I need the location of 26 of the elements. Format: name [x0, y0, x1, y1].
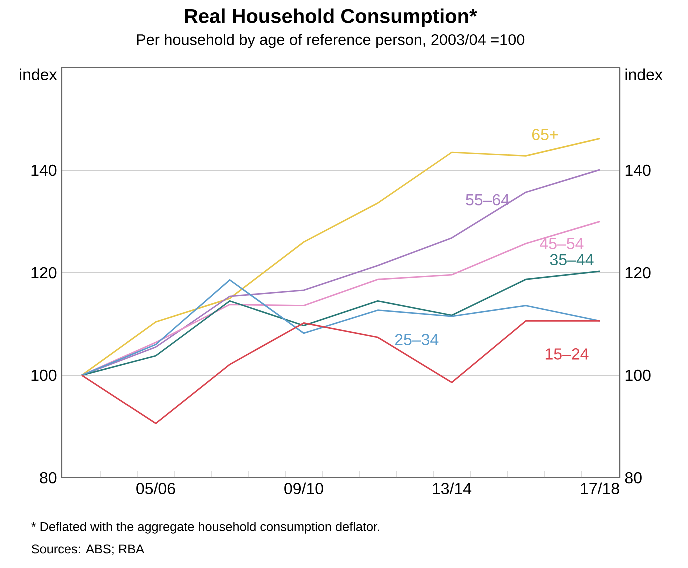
x-tick-label: 13/14	[433, 482, 472, 494]
y2-tick-label: 100	[626, 370, 651, 382]
y-tick-label: 80	[40, 472, 57, 484]
source-note: Sources: ABS; RBA	[32, 544, 144, 556]
x-tick-label: 09/10	[284, 482, 324, 494]
y2-axis-title: index	[626, 68, 663, 80]
chart-subtitle: Per household by age of reference person, 2003/04 =100	[137, 34, 525, 48]
x-tick-label: 05/06	[136, 482, 176, 494]
y-tick-label: 100	[32, 370, 57, 382]
series-label: 15–24	[546, 348, 589, 360]
series-label: 45–54	[540, 238, 584, 250]
y-tick-label: 120	[32, 267, 57, 279]
series-label: 55–64	[466, 194, 510, 206]
text: * Deflated with the aggregate household consumption deflator.	[32, 522, 380, 534]
series-label: 35–44	[550, 254, 594, 266]
x-tick-label: 17/18	[581, 482, 620, 494]
y2-tick-label: 80	[625, 472, 642, 484]
y2-tick-label: 140	[626, 164, 651, 176]
line-series	[81, 320, 601, 424]
line-series	[81, 221, 601, 376]
y2-tick-label: 120	[626, 267, 651, 279]
y-tick-label: 140	[32, 164, 57, 176]
series-label: 65+	[532, 129, 558, 140]
series-label: 25–34	[395, 334, 439, 346]
y-axis-title: index	[20, 68, 58, 80]
chart-title: Real Household Consumption*	[185, 8, 478, 28]
